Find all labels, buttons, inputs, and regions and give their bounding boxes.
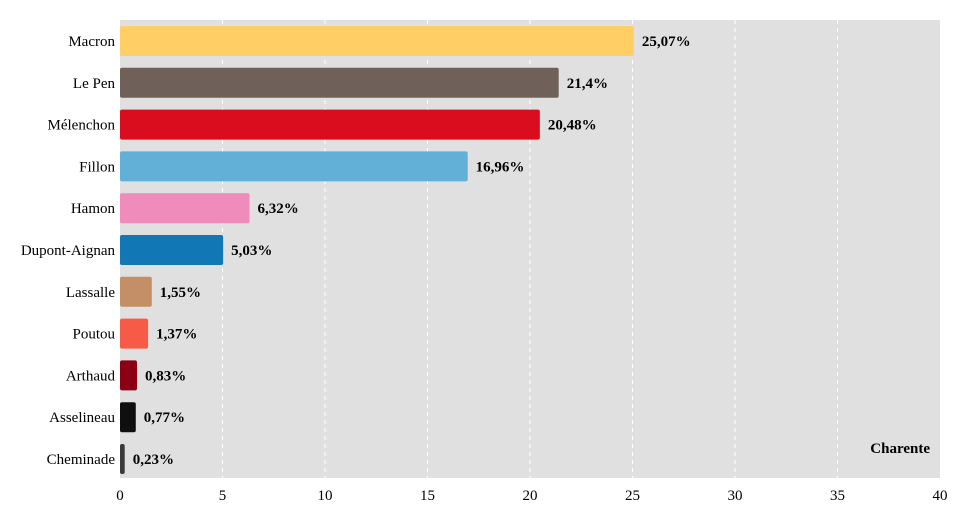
x-tick-label: 15 xyxy=(420,488,435,504)
bar xyxy=(120,402,136,433)
value-label: 0,83% xyxy=(145,368,186,384)
bar xyxy=(120,444,125,474)
value-label: 1,37% xyxy=(156,327,197,343)
value-label: 5,03% xyxy=(231,243,272,259)
bars xyxy=(120,26,634,474)
x-tick-label: 0 xyxy=(116,488,124,504)
bar xyxy=(120,67,559,98)
region-annotation: Charente xyxy=(870,441,930,457)
value-label: 0,77% xyxy=(144,410,185,426)
value-label: 20,48% xyxy=(548,118,597,134)
value-label: 0,23% xyxy=(133,452,174,468)
bar xyxy=(120,151,468,182)
bar xyxy=(120,360,138,391)
value-label: 6,32% xyxy=(258,201,299,217)
bar xyxy=(120,26,634,56)
value-label: 21,4% xyxy=(567,76,608,92)
category-label: Dupont-Aignan xyxy=(21,243,116,259)
value-labels: 25,07% 21,4% 20,48% 16,96% 6,32% 5,03% 1,55% 1,… xyxy=(133,34,691,468)
x-tick-label: 10 xyxy=(318,488,333,504)
x-tick-label: 30 xyxy=(728,488,743,504)
bar xyxy=(120,193,250,224)
x-tick-label: 40 xyxy=(933,488,948,504)
category-label: Hamon xyxy=(71,201,116,217)
value-label: 1,55% xyxy=(160,285,201,301)
category-label: Asselineau xyxy=(49,410,115,426)
category-label: Poutou xyxy=(72,327,115,343)
category-label: Le Pen xyxy=(73,76,116,92)
category-label: Cheminade xyxy=(47,452,116,468)
value-label: 16,96% xyxy=(476,159,525,175)
category-label: Mélenchon xyxy=(48,118,116,134)
category-label: Arthaud xyxy=(66,368,116,384)
x-tick-label: 20 xyxy=(523,488,538,504)
value-label: 25,07% xyxy=(642,34,691,50)
x-tick-label: 35 xyxy=(830,488,845,504)
x-axis-ticks: 0 5 10 15 20 25 30 35 40 xyxy=(116,488,947,504)
bar xyxy=(120,235,224,265)
x-tick-label: 25 xyxy=(625,488,640,504)
bar xyxy=(120,318,149,349)
category-label: Lassalle xyxy=(66,285,115,301)
bar xyxy=(120,109,540,140)
category-labels: Macron Le Pen Mélenchon Fillon Hamon Dupont-A… xyxy=(21,34,116,468)
category-label: Macron xyxy=(68,34,115,50)
category-label: Fillon xyxy=(79,159,115,175)
x-tick-label: 5 xyxy=(219,488,227,504)
bar xyxy=(120,276,152,307)
